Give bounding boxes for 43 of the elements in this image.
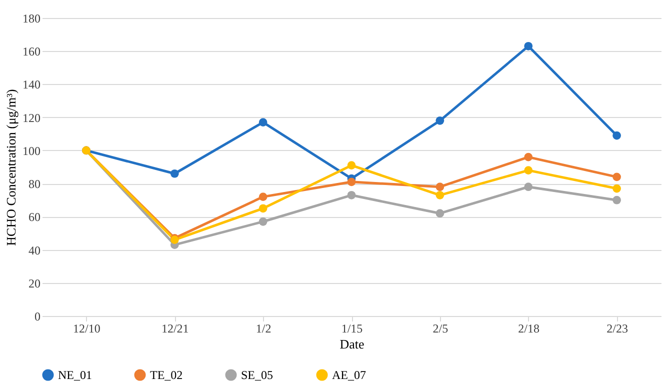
point [436,209,444,218]
legend-label: TE_02 [150,368,183,382]
y-tick-label: 180 [22,12,40,26]
point [524,152,533,162]
x-tick-label: 1/2 [256,322,272,336]
y-tick-label: 100 [22,144,40,158]
y-tick-label: 40 [28,243,40,258]
point [347,161,356,170]
point [524,182,533,192]
point [347,190,356,200]
y-tick-label: 60 [28,210,40,224]
point [524,42,533,50]
y-tick-label: 120 [22,110,40,125]
point [612,131,621,140]
y-axis-title: HCHO Concentration (μg/m³) [4,89,18,246]
point [258,217,268,226]
x-tick-label: 2/23 [606,322,628,336]
legend-label: NE_01 [58,368,92,382]
y-tick-label: 140 [22,78,40,92]
point [258,192,268,201]
x-tick-label: 12/10 [73,322,100,336]
point [612,196,621,204]
legend-label: SE_05 [241,368,274,382]
y-tick-label: 0 [34,310,40,324]
y-tick-label: 20 [28,276,40,290]
point [436,116,444,125]
x-tick-label: 2/18 [518,322,540,336]
point [524,166,533,174]
point [170,169,179,178]
x-tick-label: 2/5 [432,322,448,336]
y-tick-label: 80 [28,177,40,192]
point [258,204,268,213]
point [436,190,444,200]
point [436,182,444,192]
y-tick-label: 160 [22,44,40,59]
x-tick-label: 1/15 [341,322,363,336]
point [347,178,356,186]
x-axis-title: Date [340,336,364,352]
legend-label: AE_07 [332,368,366,382]
point [612,172,621,182]
x-tick-label: 12/21 [161,322,189,336]
point [612,184,621,193]
point [258,118,268,126]
